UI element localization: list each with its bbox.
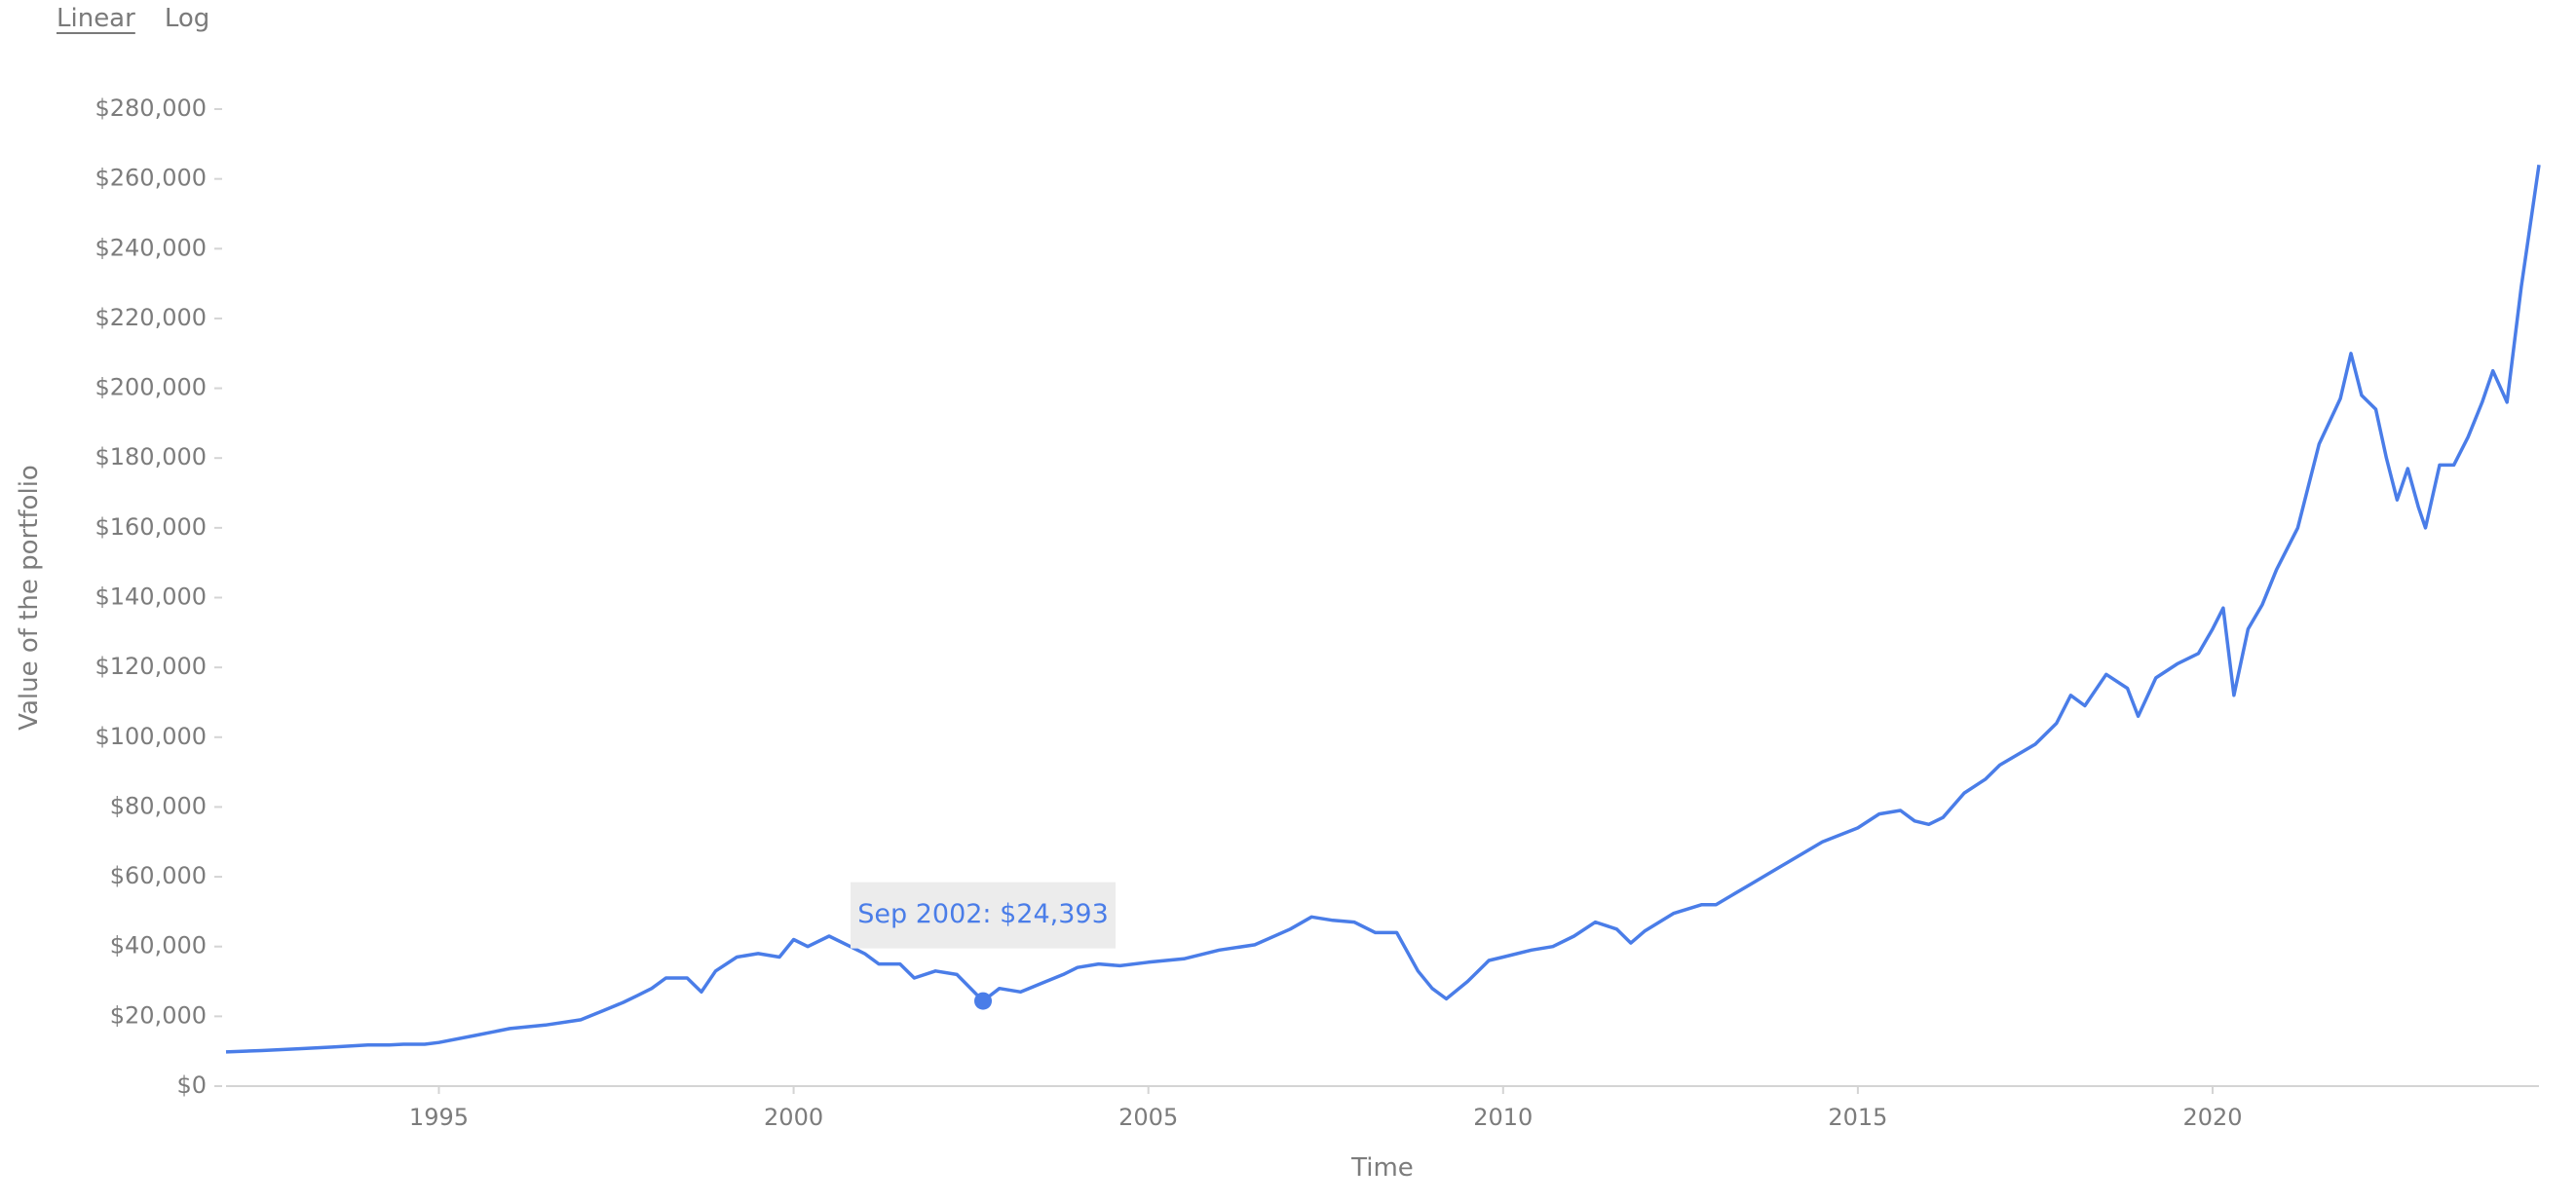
portfolio-value-line[interactable]	[225, 165, 2541, 1054]
x-tick-label: 1995	[409, 1104, 469, 1131]
y-tick-label: $20,000	[110, 1001, 207, 1029]
y-tick-label: $280,000	[95, 94, 207, 122]
x-axis-ticks: 1995 2000 2005 2010 2015 2020	[409, 1086, 2243, 1131]
tooltip-background	[851, 882, 1117, 949]
y-tick-label: $200,000	[95, 374, 207, 401]
x-tick-label: 2020	[2182, 1104, 2242, 1131]
y-tick-label: $260,000	[95, 165, 207, 192]
y-tick-label: $160,000	[95, 513, 207, 541]
y-tick-label: $180,000	[95, 443, 207, 470]
scale-toggle: Linear Log	[57, 4, 209, 33]
x-tick-label: 2010	[1473, 1104, 1533, 1131]
tooltip-label: Sep 2002: $24,393	[857, 899, 1109, 929]
y-axis-ticks: $0 $20,000 $40,000 $60,000 $80,000 $100,000 $1…	[95, 94, 222, 1099]
y-tick-label: $40,000	[110, 932, 207, 959]
x-tick-label: 2000	[764, 1104, 823, 1131]
linear-scale-toggle[interactable]: Linear	[57, 4, 135, 33]
tooltip: Sep 2002: $24,393	[851, 882, 1117, 949]
hover-point[interactable]	[974, 992, 993, 1010]
log-scale-toggle[interactable]: Log	[164, 4, 210, 33]
y-tick-label: $120,000	[95, 653, 207, 680]
x-axis-title: Time	[1350, 1153, 1414, 1183]
y-tick-label: $100,000	[95, 723, 207, 750]
x-tick-label: 2005	[1118, 1104, 1178, 1131]
y-axis-title: Value of the portfolio	[15, 465, 44, 731]
y-tick-label: $0	[176, 1072, 207, 1099]
y-tick-label: $240,000	[95, 234, 207, 261]
y-tick-label: $140,000	[95, 583, 207, 611]
y-tick-label: $80,000	[110, 792, 207, 819]
x-tick-label: 2015	[1828, 1104, 1887, 1131]
y-tick-label: $220,000	[95, 304, 207, 331]
y-tick-label: $60,000	[110, 862, 207, 889]
